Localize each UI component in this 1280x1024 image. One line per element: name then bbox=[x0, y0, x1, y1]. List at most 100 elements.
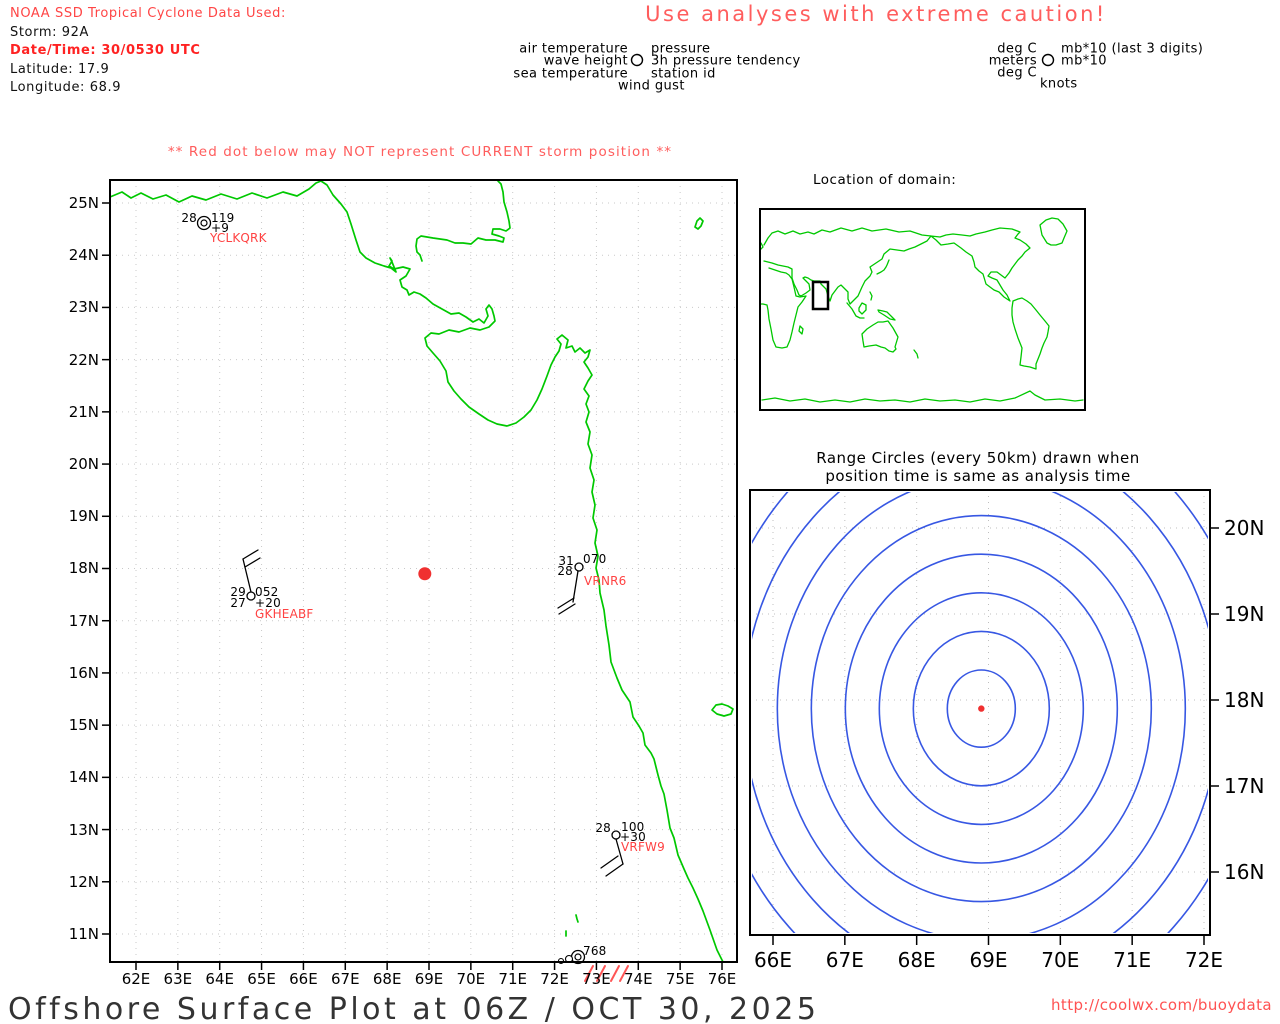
station-value-label: 27 bbox=[230, 596, 246, 610]
station-value-label: 100 bbox=[621, 820, 645, 834]
range-plot-title-line2: position time is same as analysis time bbox=[825, 467, 1131, 485]
main-y-tick-label: 24N bbox=[68, 246, 99, 265]
main-y-tick-label: 21N bbox=[68, 402, 99, 421]
main-map-frame bbox=[109, 179, 738, 963]
world-new-zealand bbox=[913, 349, 919, 359]
main-x-tick-label: 70E bbox=[456, 970, 486, 988]
coastline-lake-east bbox=[711, 703, 734, 717]
main-y-tick-label: 25N bbox=[68, 194, 99, 212]
main-x-tick-label: 76E bbox=[707, 970, 737, 988]
station-id-label: VRFW9 bbox=[621, 840, 665, 854]
units-deg-c-1: deg C bbox=[997, 41, 1037, 57]
red-slash-mark bbox=[584, 965, 594, 982]
noaa-source-line: NOAA SSD Tropical Cyclone Data Used: bbox=[10, 6, 286, 21]
main-y-tick-label: 12N bbox=[68, 872, 99, 891]
station-plot bbox=[557, 562, 584, 615]
main-x-tick-label: 65E bbox=[247, 970, 276, 988]
legend-wind-gust: wind gust bbox=[618, 78, 685, 94]
legend-station-symbols bbox=[630, 53, 1055, 67]
storm-position-warning: ** Red dot below may NOT represent CURRE… bbox=[167, 144, 673, 160]
units-mb10: mb*10 bbox=[1061, 53, 1107, 69]
source-url: http://coolwx.com/buoydata bbox=[1051, 996, 1272, 1014]
inset-map-title: Location of domain: bbox=[813, 172, 957, 188]
range-circle bbox=[878, 591, 1085, 826]
inset-map-frame bbox=[759, 208, 1086, 411]
range-y-tick-label: 16N bbox=[1224, 860, 1265, 884]
main-y-tick-label: 20N bbox=[68, 455, 99, 474]
station-value-label: 119 bbox=[211, 211, 235, 225]
range-x-tick-label: 68E bbox=[897, 948, 936, 972]
main-y-tick-label: 11N bbox=[68, 924, 99, 943]
wind-barb bbox=[615, 838, 624, 865]
main-x-tick-label: 71E bbox=[498, 970, 527, 988]
world-greenland bbox=[1039, 217, 1068, 246]
legend-station-id: station id bbox=[651, 66, 716, 82]
world-japan bbox=[876, 259, 890, 275]
world-north-america bbox=[930, 227, 1031, 302]
main-y-tick-label: 13N bbox=[68, 820, 99, 839]
range-circles bbox=[752, 492, 1208, 933]
coastline-islet-1 bbox=[575, 914, 579, 923]
main-y-tick-label: 16N bbox=[68, 663, 99, 682]
station-circle-inner bbox=[200, 219, 208, 227]
range-circle bbox=[912, 630, 1051, 787]
world-australia bbox=[861, 320, 899, 353]
red-slash-mark bbox=[610, 965, 620, 982]
station-value-label: 28 bbox=[595, 821, 611, 835]
station-plot bbox=[196, 215, 212, 231]
main-x-tick-label: 64E bbox=[205, 970, 234, 988]
red-slash-mark bbox=[596, 965, 606, 982]
range-y-tick-label: 17N bbox=[1224, 774, 1265, 798]
main-x-tick-label: 74E bbox=[623, 970, 653, 988]
station-plot bbox=[600, 830, 624, 877]
main-x-tick-label: 67E bbox=[330, 970, 360, 988]
station-value-label: 052 bbox=[255, 585, 279, 599]
station-value-label: 070 bbox=[583, 552, 607, 566]
station-id-label: YCLKQRK bbox=[210, 231, 267, 245]
coastline-makran-kutch-westcoast bbox=[109, 180, 724, 963]
main-x-tick-label: 66E bbox=[289, 970, 318, 988]
range-circle bbox=[776, 492, 1187, 933]
range-y-tick-label: 19N bbox=[1224, 602, 1265, 626]
wind-barb bbox=[242, 549, 259, 560]
range-circle bbox=[844, 553, 1119, 864]
wind-barb bbox=[242, 558, 252, 593]
station-circle bbox=[611, 830, 621, 840]
world-map-coastlines bbox=[759, 217, 1084, 403]
station-value-label: +30 bbox=[620, 830, 646, 844]
wind-barb bbox=[572, 570, 579, 603]
legend-pressure-tendency: 3h pressure tendency bbox=[651, 53, 801, 69]
station-plot bbox=[242, 549, 261, 601]
station-value-label: 29 bbox=[230, 585, 246, 599]
legend-sea-temperature: sea temperature bbox=[513, 66, 628, 82]
coastline-small-feature-ne bbox=[694, 217, 704, 230]
station-value-label: 28 bbox=[557, 564, 573, 578]
range-x-tick-label: 67E bbox=[825, 948, 864, 972]
station-circle bbox=[574, 562, 584, 572]
storm-id-line: Storm: 92A bbox=[10, 25, 90, 40]
legend-pressure: pressure bbox=[651, 41, 711, 57]
station-id-label: GKHEABF bbox=[255, 607, 314, 621]
units-mb10-last3: mb*10 (last 3 digits) bbox=[1061, 41, 1204, 57]
units-model-circle-icon bbox=[1041, 53, 1055, 67]
range-x-tick-label: 71E bbox=[1113, 948, 1152, 972]
station-circle-inner bbox=[574, 953, 582, 961]
station-id-label: VRNR6 bbox=[584, 574, 627, 588]
range-plot-grid bbox=[750, 490, 1210, 935]
main-y-tick-label: 15N bbox=[68, 716, 99, 735]
latitude-line: Latitude: 17.9 bbox=[10, 62, 110, 77]
range-x-tick-label: 66E bbox=[753, 948, 793, 972]
station-model-circle-icon bbox=[630, 53, 644, 67]
storm-position-dots bbox=[418, 567, 985, 712]
main-x-tick-label: 75E bbox=[665, 970, 695, 988]
range-circle bbox=[810, 514, 1153, 903]
range-x-tick-label: 72E bbox=[1184, 948, 1224, 972]
range-circle bbox=[946, 669, 1017, 748]
range-y-tick-label: 20N bbox=[1224, 516, 1265, 540]
axis-ticks bbox=[102, 202, 1219, 970]
range-x-tick-label: 69E bbox=[969, 948, 1008, 972]
main-x-tick-label: 68E bbox=[372, 970, 402, 988]
plot-frames bbox=[109, 179, 1211, 963]
red-slash-mark bbox=[619, 965, 629, 982]
